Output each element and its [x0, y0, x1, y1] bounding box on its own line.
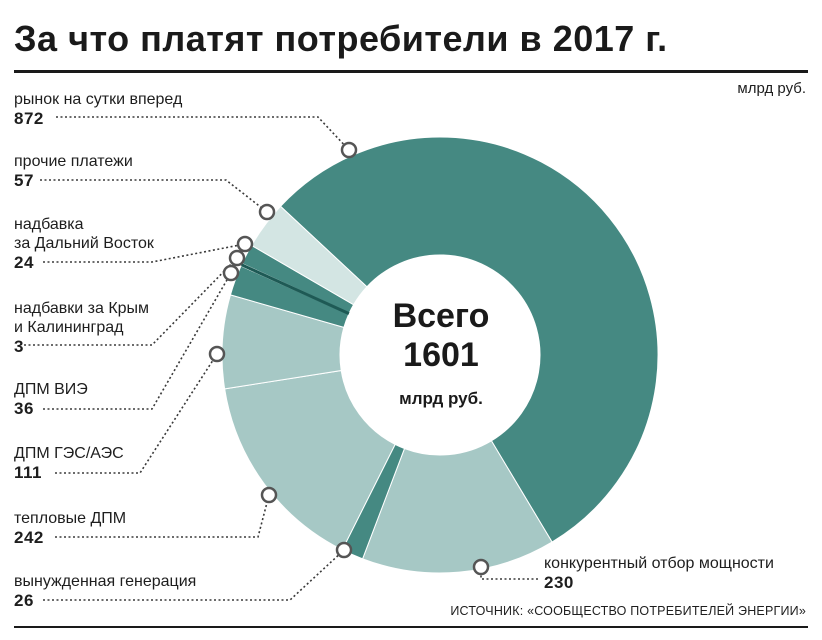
label-forced-value: 26 — [14, 591, 34, 610]
label-thermal: тепловые ДПМ 242 — [14, 509, 126, 547]
label-thermal-value: 242 — [14, 528, 44, 547]
label-fareast-value: 24 — [14, 253, 34, 272]
leader-vie — [43, 272, 232, 410]
label-rsv-value: 872 — [14, 109, 44, 128]
label-kom: конкурентный отбор мощности 230 — [544, 554, 774, 592]
leader-ges — [55, 353, 218, 474]
chart-title: За что платят потребители в 2017 г. — [14, 18, 668, 59]
marker-ges — [208, 345, 226, 363]
source-note: ИСТОЧНИК: «СООБЩЕСТВО ПОТРЕБИТЕЛЕЙ ЭНЕРГ… — [450, 604, 806, 618]
label-ges: ДПМ ГЭС/АЭС 111 — [14, 444, 124, 482]
label-forced: вынужденная генерация 26 — [14, 572, 196, 610]
label-fareast-name-2: за Дальний Восток — [14, 235, 154, 252]
bottom-divider — [14, 626, 808, 628]
marker-vie — [222, 264, 240, 282]
slice-crimea-line — [240, 263, 350, 315]
donut-slices — [221, 136, 659, 574]
leader-thermal — [55, 494, 270, 538]
label-crimea: надбавки за Крым и Калининград 3 — [14, 299, 149, 356]
marker-forced — [335, 541, 353, 559]
center-unit: млрд руб. — [399, 389, 483, 408]
leader-markers — [208, 141, 490, 576]
label-vie-name: ДПМ ВИЭ — [14, 381, 88, 398]
label-thermal-name: тепловые ДПМ — [14, 510, 127, 527]
center-label: Всего — [393, 297, 490, 335]
marker-fareast — [236, 235, 254, 253]
marker-crimea — [228, 249, 246, 267]
leader-fareast — [43, 243, 246, 263]
leader-crimea — [24, 257, 238, 346]
label-ges-value: 111 — [14, 463, 42, 482]
center-total: 1601 — [403, 336, 479, 374]
donut-hole — [340, 255, 540, 455]
label-vie: ДПМ ВИЭ 36 — [14, 380, 88, 418]
label-ges-name: ДПМ ГЭС/АЭС — [14, 445, 124, 462]
label-crimea-value: 3 — [14, 337, 24, 356]
leader-forced — [43, 549, 345, 601]
label-other: прочие платежи 57 — [14, 152, 133, 190]
title-divider — [14, 70, 808, 73]
marker-rsv — [340, 141, 358, 159]
label-vie-value: 36 — [14, 399, 34, 418]
label-crimea-name-1: надбавки за Крым — [14, 300, 150, 317]
leader-rsv — [56, 116, 350, 151]
label-fareast: надбавка за Дальний Восток 24 — [14, 215, 154, 272]
marker-kom — [472, 558, 490, 576]
label-forced-name: вынужденная генерация — [14, 573, 197, 590]
unit-label: млрд руб. — [737, 80, 806, 97]
label-kom-name: конкурентный отбор мощности — [544, 555, 774, 572]
marker-other — [258, 203, 276, 221]
marker-thermal — [260, 486, 278, 504]
label-crimea-name-2: и Калининград — [14, 319, 124, 336]
label-fareast-name-1: надбавка — [14, 216, 84, 233]
label-kom-value: 230 — [544, 573, 574, 592]
label-other-name: прочие платежи — [14, 153, 133, 170]
leader-kom — [480, 567, 538, 580]
label-other-value: 57 — [14, 171, 34, 190]
leader-other — [40, 179, 268, 213]
label-rsv: рынок на сутки вперед 872 — [14, 90, 182, 128]
label-rsv-name: рынок на сутки вперед — [14, 91, 183, 108]
